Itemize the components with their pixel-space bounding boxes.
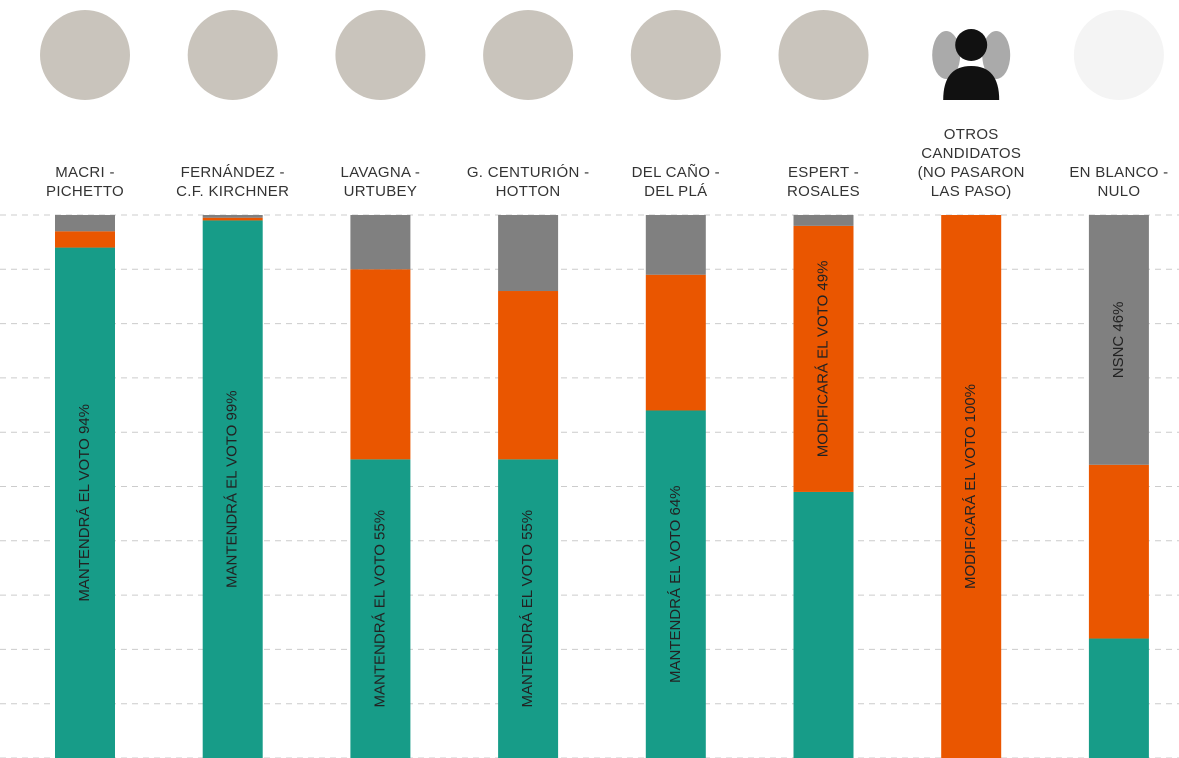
bar-segment: [794, 492, 854, 758]
candidate-photo: [188, 10, 278, 100]
x-tick-label: G. CENTURIÓN - HOTTON: [455, 163, 601, 201]
value-label: NSNC 46%: [1110, 302, 1127, 379]
value-label: MANTENDRÁ EL VOTO 55%: [519, 510, 536, 708]
bar-segment: [350, 215, 410, 269]
bar-segment: [498, 291, 558, 459]
bar-segment: [1089, 639, 1149, 758]
bar-segment: [1089, 465, 1149, 639]
x-tick-label: FERNÁNDEZ - C.F. KIRCHNER: [160, 163, 306, 201]
bar-segment: [203, 218, 263, 221]
value-label: MANTENDRÁ EL VOTO 94%: [76, 404, 93, 602]
bar-segment: [498, 215, 558, 291]
candidate-photo: [631, 10, 721, 100]
chart: MANTENDRÁ EL VOTO 94% MANTENDRÁ EL VOTO 9…: [0, 0, 1179, 758]
candidate-photo: [40, 10, 130, 100]
x-tick-label: LAVAGNA - URTUBEY: [307, 163, 453, 201]
x-tick-label: OTROS CANDIDATOS (NO PASARON LAS PASO): [898, 125, 1044, 201]
plot: MANTENDRÁ EL VOTO 94% MANTENDRÁ EL VOTO 9…: [0, 0, 1179, 758]
value-label: MODIFICARÁ EL VOTO 100%: [962, 384, 979, 589]
bar-segment: [55, 231, 115, 247]
value-label: MODIFICARÁ EL VOTO 49%: [814, 261, 831, 458]
value-label: MANTENDRÁ EL VOTO 99%: [224, 390, 241, 588]
candidate-photo: [1074, 10, 1164, 100]
bar-segment: [350, 269, 410, 459]
candidate-photo: [779, 10, 869, 100]
value-label: MANTENDRÁ EL VOTO 55%: [371, 510, 388, 708]
bar-segment: [794, 215, 854, 226]
x-tick-label: DEL CAÑO - DEL PLÁ: [603, 163, 749, 201]
bar-segment: [203, 215, 263, 218]
candidate-photo: [335, 10, 425, 100]
bar-segment: [646, 215, 706, 275]
bar-segment: [646, 275, 706, 411]
x-tick-label: MACRI - PICHETTO: [12, 163, 158, 201]
value-label: MANTENDRÁ EL VOTO 64%: [667, 485, 684, 683]
x-tick-label: EN BLANCO - NULO: [1046, 163, 1179, 201]
x-tick-label: ESPERT - ROSALES: [751, 163, 897, 201]
icon-part: [955, 29, 987, 61]
candidate-photo: [483, 10, 573, 100]
bar-segment: [55, 215, 115, 231]
icon: [932, 29, 1010, 100]
